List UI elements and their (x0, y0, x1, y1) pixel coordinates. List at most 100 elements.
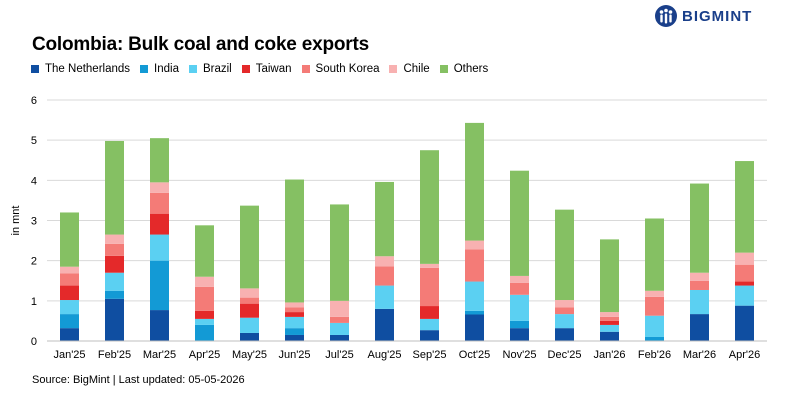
bar-segment-india-9 (465, 310, 484, 315)
bar-segment-brazil-15 (735, 285, 754, 306)
bar-segment-brazil-14 (690, 289, 709, 315)
bar-segment-brazil-8 (420, 318, 439, 331)
bar-segment-the-netherlands-4 (240, 332, 259, 341)
bar-segment-india-5 (285, 328, 304, 335)
bar-segment-chile-1 (105, 234, 124, 244)
bar-segment-chile-3 (195, 276, 214, 287)
bar-segment-others-11 (555, 209, 574, 301)
legend-entry: India (140, 63, 179, 75)
bar-segment-south-korea-1 (105, 243, 124, 256)
bar-segment-the-netherlands-0 (60, 328, 79, 341)
x-tick-label: Feb'25 (98, 349, 131, 361)
y-tick-label: 2 (31, 256, 37, 268)
bar-segment-the-netherlands-2 (150, 310, 169, 341)
bar-segment-the-netherlands-14 (690, 314, 709, 341)
bar-segment-taiwan-5 (285, 312, 304, 317)
bar-segment-chile-11 (555, 300, 574, 308)
bar-segment-india-10 (510, 320, 529, 329)
bar-segment-others-0 (60, 212, 79, 267)
x-tick-label: May'25 (232, 349, 267, 361)
y-axis-label: in mnt (10, 206, 22, 236)
bar-segment-chile-4 (240, 288, 259, 298)
bar-segment-south-korea-12 (600, 316, 619, 321)
bar-segment-south-korea-2 (150, 192, 169, 214)
bar-segment-brazil-12 (600, 324, 619, 332)
bar-segment-south-korea-8 (420, 267, 439, 307)
bar-segment-south-korea-13 (645, 296, 664, 316)
bar-segment-brazil-2 (150, 234, 169, 261)
bar-segment-brazil-7 (375, 285, 394, 309)
x-tick-label: Feb'26 (638, 349, 671, 361)
legend-entry: Brazil (188, 63, 232, 75)
legend-label: The Netherlands (45, 63, 131, 75)
bar-segment-south-korea-0 (60, 273, 79, 286)
bar-segment-india-1 (105, 290, 124, 299)
bar-segment-brazil-5 (285, 316, 304, 329)
bar-segment-brazil-6 (330, 322, 349, 335)
bar-segment-the-netherlands-7 (375, 308, 394, 341)
bar-segment-taiwan-0 (60, 285, 79, 301)
x-tick-label: Jul'25 (325, 349, 353, 361)
legend-label: Taiwan (255, 63, 292, 75)
bar-segment-the-netherlands-15 (735, 305, 754, 341)
legend-label: India (154, 63, 179, 75)
bar-segment-taiwan-12 (600, 320, 619, 325)
legend-label: Others (453, 63, 489, 75)
bar-segment-south-korea-5 (285, 307, 304, 313)
brand-logo: BIGMINT (654, 4, 752, 28)
legend-swatch (188, 65, 197, 73)
x-tick-label: Jan'26 (593, 349, 625, 361)
bar-segment-others-8 (420, 150, 439, 264)
legend-swatch (389, 65, 398, 73)
bar-segment-the-netherlands-9 (465, 314, 484, 341)
x-tick-label: Mar'26 (683, 349, 716, 361)
x-tick-label: Jun'25 (278, 349, 310, 361)
bar-segment-others-3 (195, 225, 214, 277)
bar-segment-south-korea-7 (375, 266, 394, 286)
bar-segment-taiwan-15 (735, 281, 754, 286)
bar-segment-india-2 (150, 260, 169, 311)
legend-label: Chile (403, 63, 430, 75)
x-tick-label: Sep'25 (413, 349, 447, 361)
bar-segment-south-korea-11 (555, 307, 574, 315)
bar-segment-the-netherlands-11 (555, 328, 574, 341)
bar-segment-others-13 (645, 218, 664, 291)
bar-segment-the-netherlands-6 (330, 334, 349, 341)
x-tick-label: Jan'25 (53, 349, 85, 361)
bar-segment-taiwan-4 (240, 303, 259, 318)
legend-entry: The Netherlands (31, 63, 130, 75)
bar-segment-chile-2 (150, 182, 169, 193)
bar-segment-india-0 (60, 314, 79, 329)
bar-segment-south-korea-10 (510, 282, 529, 295)
bar-segment-others-1 (105, 140, 124, 235)
bar-segment-india-13 (645, 336, 664, 341)
bar-segment-others-10 (510, 170, 529, 276)
y-tick-label: 6 (31, 95, 37, 107)
bar-segment-others-9 (465, 122, 484, 241)
bar-segment-taiwan-1 (105, 255, 124, 273)
legend-swatch (439, 65, 448, 73)
bar-segment-brazil-1 (105, 272, 124, 291)
bar-segment-south-korea-9 (465, 249, 484, 282)
brand-name: BIGMINT (682, 7, 753, 25)
x-tick-label: Mar'25 (143, 349, 176, 361)
bar-segment-south-korea-4 (240, 297, 259, 304)
bar-segment-brazil-10 (510, 294, 529, 321)
bar-segment-others-5 (285, 179, 304, 303)
bar-segment-chile-6 (330, 300, 349, 317)
bar-segment-taiwan-2 (150, 213, 169, 235)
bar-segment-chile-8 (420, 263, 439, 268)
x-tick-label: Dec'25 (548, 349, 582, 361)
y-tick-label: 5 (31, 135, 37, 147)
bar-segment-chile-7 (375, 256, 394, 267)
bar-segment-the-netherlands-5 (285, 334, 304, 341)
bar-segment-south-korea-3 (195, 286, 214, 311)
bar-segment-others-7 (375, 181, 394, 257)
bar-segment-the-netherlands-12 (600, 331, 619, 341)
bar-segment-south-korea-15 (735, 264, 754, 282)
x-tick-label: Aug'25 (368, 349, 402, 361)
bar-segment-chile-10 (510, 275, 529, 283)
bar-segment-chile-14 (690, 272, 709, 281)
bar-segment-others-14 (690, 183, 709, 273)
